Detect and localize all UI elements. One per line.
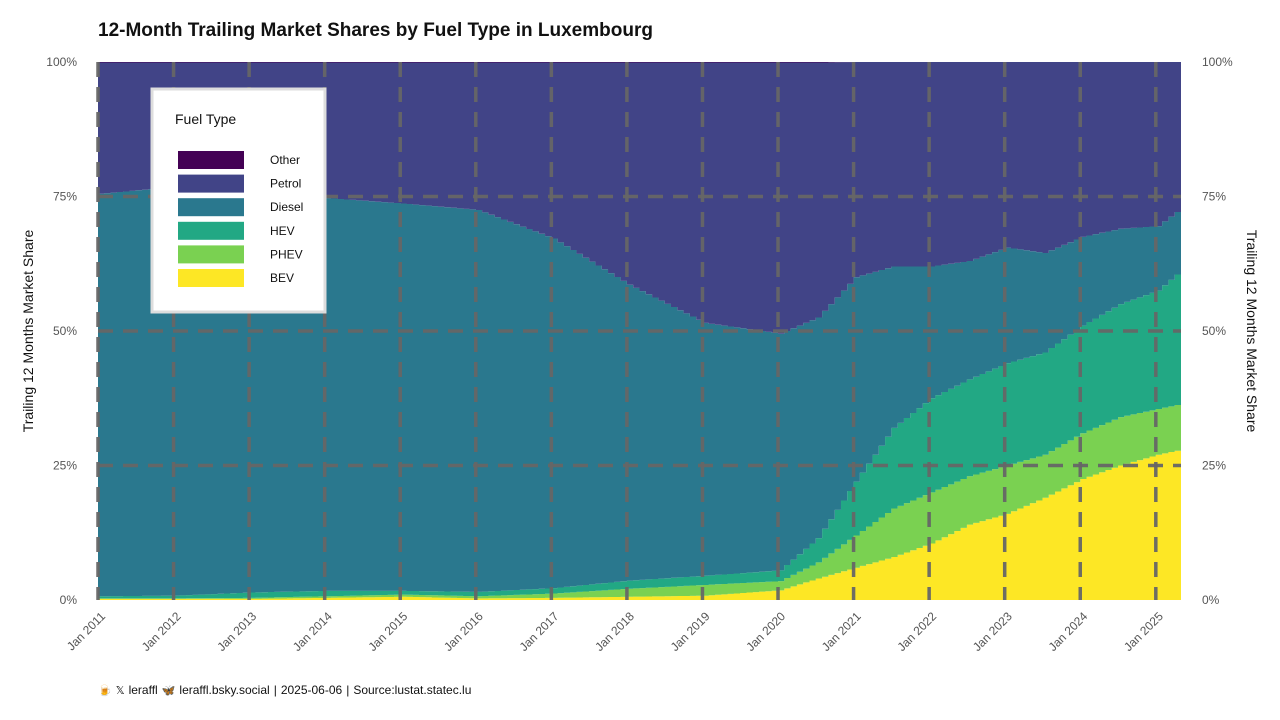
series-area-phev	[98, 403, 1181, 599]
y-tick-label: 75%	[53, 190, 77, 204]
x-tick-label: Jan 2018	[592, 609, 637, 654]
y-tick-label: 100%	[46, 55, 77, 69]
y-tick-label-right: 100%	[1202, 55, 1233, 69]
x-tick-label: Jan 2020	[743, 609, 788, 654]
legend-swatch-diesel	[178, 198, 244, 217]
x-tick-label: Jan 2014	[290, 609, 335, 654]
x-tick-label: Jan 2019	[668, 609, 713, 654]
footer-handle-bsky: leraffl.bsky.social	[179, 683, 270, 697]
footer: 🍺 𝕏 leraffl 🦋 leraffl.bsky.social | 2025…	[98, 683, 471, 697]
legend-label-diesel: Diesel	[270, 200, 303, 214]
chart-title: 12-Month Trailing Market Shares by Fuel …	[98, 20, 653, 41]
legend-swatch-phev	[178, 245, 244, 264]
y-axis-label-right: Trailing 12 Months Market Share	[1244, 230, 1260, 433]
footer-separator: |	[273, 683, 277, 697]
x-tick-label: Jan 2023	[970, 609, 1015, 654]
butterfly-icon: 🦋	[161, 684, 176, 697]
y-tick-label-right: 0%	[1202, 593, 1220, 607]
x-tick-label: Jan 2012	[139, 609, 184, 654]
beer-icon: 🍺	[98, 684, 112, 697]
footer-source: Source:lustat.statec.lu	[353, 683, 472, 697]
series-area-other	[98, 62, 1181, 63]
y-tick-label-right: 25%	[1202, 459, 1226, 473]
x-tick-label: Jan 2013	[214, 609, 259, 654]
x-tick-label: Jan 2016	[441, 609, 486, 654]
footer-separator: |	[346, 683, 350, 697]
y-tick-label-right: 50%	[1202, 324, 1226, 338]
x-axis-ticks: Jan 2011 Jan 2012 Jan 2013 Jan 2014 Jan 2015…	[64, 609, 1166, 654]
y-tick-label-right: 75%	[1202, 190, 1226, 204]
y-tick-label: 50%	[53, 324, 77, 338]
legend-swatch-hev	[178, 221, 244, 240]
legend-label-bev: BEV	[270, 271, 294, 285]
series-area-bev	[98, 449, 1181, 600]
legend: Fuel Type Other Petrol Diesel HEV PHEV BEV	[150, 87, 327, 314]
legend-title: Fuel Type	[175, 111, 236, 127]
legend-swatch-other	[178, 151, 244, 169]
legend-label-phev: PHEV	[270, 247, 303, 261]
x-tick-label: Jan 2017	[517, 609, 562, 654]
legend-label-hev: HEV	[270, 224, 295, 238]
footer-handle-x: leraffl	[128, 683, 158, 697]
x-tick-label: Jan 2015	[366, 609, 411, 654]
y-tick-label: 25%	[53, 459, 77, 473]
y-tick-label: 0%	[60, 593, 78, 607]
x-tick-label: Jan 2024	[1046, 609, 1091, 654]
x-tick-label: Jan 2022	[894, 609, 939, 654]
y-axis-ticks: 0% 0% 25% 25% 50% 50% 75% 75% 100% 100%	[46, 55, 1233, 607]
x-tick-label: Jan 2025	[1121, 609, 1166, 654]
series-area-petrol	[98, 62, 1181, 334]
legend-label-petrol: Petrol	[270, 177, 301, 191]
series-area-diesel	[98, 186, 1181, 597]
x-logo-icon: 𝕏	[115, 684, 125, 697]
x-tick-label: Jan 2011	[64, 609, 108, 653]
footer-date: 2025-06-06	[280, 683, 343, 697]
series-area-hev	[98, 269, 1181, 599]
legend-label-other: Other	[270, 153, 300, 167]
legend-swatch-petrol	[178, 174, 244, 193]
y-axis-label: Trailing 12 Months Market Share	[20, 230, 36, 433]
legend-swatch-bev	[178, 269, 244, 287]
x-tick-label: Jan 2021	[819, 609, 864, 654]
plot-area	[98, 62, 1181, 600]
